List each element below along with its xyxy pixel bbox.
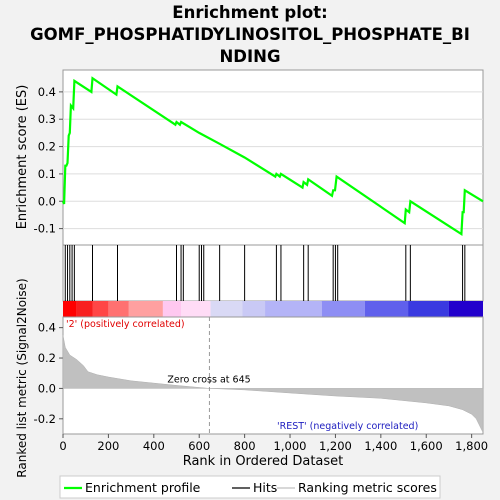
rank-color-band <box>76 301 93 317</box>
legend-es-label: Enrichment profile <box>85 480 201 495</box>
x-tick-label: 400 <box>143 439 165 453</box>
metric-tick-label: 0.0 <box>38 381 56 395</box>
rank-color-band <box>448 301 483 317</box>
rank-color-band <box>242 301 266 317</box>
x-tick-label: 800 <box>234 439 256 453</box>
es-tick-label: 0.1 <box>38 167 56 181</box>
es-tick-label: 0.4 <box>38 85 56 99</box>
es-ylabel: Enrichment score (ES) <box>15 85 30 230</box>
chart-title-line1: Enrichment plot: <box>172 3 328 22</box>
chart-title-line3: NDING <box>219 47 281 66</box>
hits-panel <box>62 244 484 302</box>
legend-box <box>59 475 441 499</box>
rank-color-band <box>63 301 77 317</box>
x-axis-label: Rank in Ordered Dataset <box>183 454 344 469</box>
rank-color-band <box>364 301 409 317</box>
x-tick-label: 600 <box>188 439 210 453</box>
es-tick-label: -0.1 <box>34 222 56 236</box>
rank-color-band <box>128 301 163 317</box>
negative-label: 'REST' (negatively correlated) <box>277 421 418 432</box>
zero-cross-label: Zero cross at 645 <box>167 374 250 385</box>
es-tick-label: 0.3 <box>38 112 56 126</box>
rank-color-band <box>181 301 211 317</box>
rank-color-band <box>321 301 365 317</box>
rank-color-band <box>265 301 322 317</box>
legend-hits-label: Hits <box>253 480 277 495</box>
x-tick-label: 1,200 <box>319 439 352 453</box>
x-tick-label: 200 <box>97 439 119 453</box>
x-tick-label: 1,400 <box>364 439 397 453</box>
es-tick-label: 0.0 <box>38 194 56 208</box>
es-tick-label: 0.2 <box>38 140 56 154</box>
metric-tick-label: 0.2 <box>38 351 56 365</box>
metric-area <box>62 335 484 433</box>
chart-title-line2: GOMF_PHOSPHATIDYLINOSITOL_PHOSPHATE_BI <box>30 25 470 44</box>
rank-color-band <box>92 301 109 317</box>
legend-metric-label: Ranking metric scores <box>298 480 437 495</box>
x-tick-label: 1,000 <box>274 439 307 453</box>
es-profile-line <box>61 76 484 237</box>
x-tick-label: 1,800 <box>455 439 488 453</box>
metric-tick-label: 0.4 <box>38 321 56 335</box>
positive-label: '2' (positively correlated) <box>66 319 185 330</box>
metric-tick-label: -0.2 <box>34 412 56 426</box>
x-tick-label: 0 <box>59 439 66 453</box>
rank-color-band <box>162 301 182 317</box>
rank-color-band <box>408 301 449 317</box>
metric-ylabel: Ranked list metric (Signal2Noise) <box>15 278 29 477</box>
es-panel <box>62 69 484 246</box>
rank-color-band <box>210 301 243 317</box>
metric-panel <box>62 316 484 435</box>
x-tick-label: 1,600 <box>410 439 443 453</box>
rank-color-band <box>108 301 129 317</box>
